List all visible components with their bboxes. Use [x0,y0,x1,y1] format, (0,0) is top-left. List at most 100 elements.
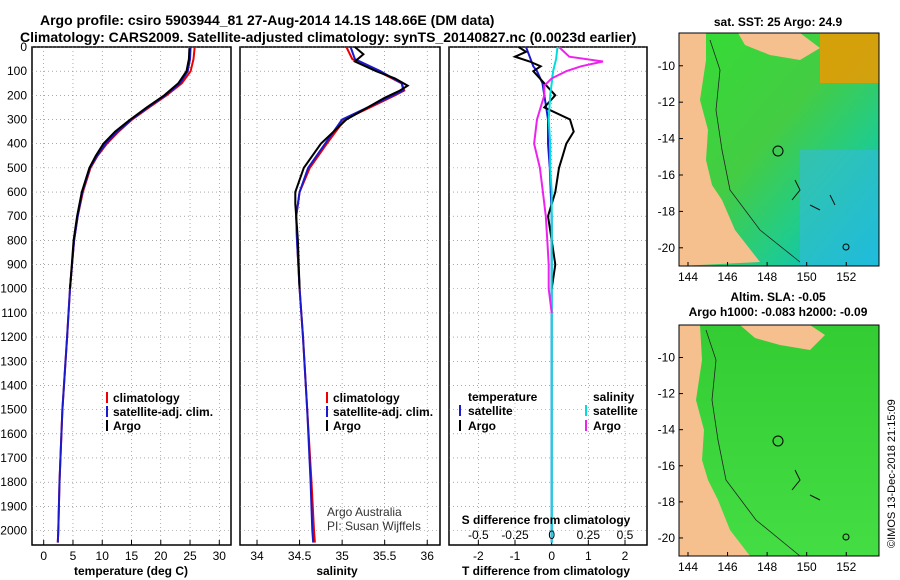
top-tick-label: -0.25 [501,528,529,542]
sst-map-title: sat. SST: 25 Argo: 24.9 [714,15,843,29]
depth-tick-label: 700 [7,209,27,223]
top-tick-label: -0.5 [468,528,489,542]
depth-tick-label: 1300 [0,354,27,368]
difference-legend: temperature satellite Argo salinity sate… [459,390,638,433]
map-y-tick-label: -10 [658,59,676,73]
depth-tick-label: 1400 [0,378,27,392]
x-tick-label: 34 [250,549,264,563]
salinity-panel: 34 34.5 35 35.5 36 salinity climatology sate… [239,46,441,578]
series-line-argo_salinity [533,46,604,314]
sst-argo-position [772,145,784,157]
map-x-tick-label: 150 [797,270,817,284]
series-line-argo [294,46,410,289]
sst-map-ticks: -10 -12 -14 -16 -18 -20 144 146 148 150 152 [658,59,857,284]
x-tick-label: 10 [96,549,110,563]
x-tick-label: 30 [213,549,227,563]
series-line-argo [69,48,191,289]
salinity-grid [240,46,440,545]
sla-land-north [740,325,825,350]
legend-header-salinity: salinity [593,390,635,404]
depth-tick-label: 1500 [0,403,27,417]
top-tick-label: 0.25 [577,528,601,542]
legend-label-satellite: satellite-adj. clim. [113,405,213,419]
sla-map-title-2: Argo h1000: -0.083 h2000: -0.09 [689,305,868,319]
salinity-difference-tick-labels: -0.5 -0.25 0 0.25 0.5 [468,528,634,542]
map-y-tick-label: -14 [658,132,676,146]
depth-tick-label: 900 [7,258,27,272]
legend-label-satellite: satellite-adj. clim. [333,405,433,419]
x-tick-label: 5 [70,549,77,563]
x-tick-label: 0 [548,549,555,563]
x-tick-label: 15 [125,549,139,563]
map-y-tick-label: -18 [658,204,676,218]
depth-tick-label: 800 [7,233,27,247]
sla-map: Altim. SLA: -0.05 Argo h1000: -0.083 h20… [658,290,880,574]
sst-land-west [679,33,760,266]
depth-tick-label: 1100 [1,306,27,320]
sst-map: sat. SST: 25 Argo: 24.9 -10-12-14-16-18-… [658,15,880,284]
sla-small-marker [842,533,850,541]
depth-tick-label: 1800 [0,475,27,489]
sla-depth-contour [705,329,801,557]
sla-map-title-1: Altim. SLA: -0.05 [730,290,826,304]
depth-tick-label: 0 [20,40,27,54]
difference-xlabel: T difference from climatology [462,564,630,578]
map-y-tick-label: -16 [658,459,676,473]
sla-land-west [679,325,750,556]
legend-label-temp-satellite: satellite [468,404,513,418]
legend-label-climatology: climatology [333,391,400,405]
x-tick-label: 1 [585,549,592,563]
map-y-tick-label: -20 [658,531,676,545]
x-tick-label: 35 [335,549,349,563]
salinity-legend: climatology satellite-adj. clim. Argo [326,391,433,433]
title-line-1: Argo profile: csiro 5903944_81 27-Aug-20… [40,12,495,28]
depth-tick-label: 100 [7,64,27,78]
legend-label-sal-argo: Argo [593,419,621,433]
map-x-tick-label: 152 [836,270,856,284]
temperature-series [56,46,196,543]
x-tick-label: 36 [421,549,435,563]
salinity-xlabel: salinity [316,564,358,578]
legend-label-sal-satellite: satellite [593,404,638,418]
sst-small-marker [842,243,850,251]
difference-panel: -2 -1 0 1 2 T difference from climatology S … [448,46,648,578]
x-tick-label: 20 [154,549,168,563]
series-line-argo [512,46,575,289]
annotation-pi: PI: Susan Wijffels [327,519,421,533]
sla-map-ticks: -10 -12 -14 -16 -18 -20 144 146 148 150 152 [658,350,857,574]
sst-land-north [738,33,820,60]
series-line-climatology [295,46,406,543]
legend-header-temperature: temperature [468,390,538,404]
depth-tick-label: 1000 [0,282,27,296]
map-y-tick-label: -20 [658,241,676,255]
sst-cool-patch [800,150,879,266]
temperature-axis-ticks: 0 5 10 15 20 25 30 [40,540,226,563]
sla-argo-position [772,435,784,447]
difference-series [512,46,604,543]
legend-label-temp-argo: Argo [468,419,496,433]
depth-tick-label: 2000 [0,523,27,537]
series-line-satellite_salinity [547,46,559,543]
map-y-tick-label: -16 [658,168,676,182]
sla-reef-islands [791,469,821,501]
x-tick-label: 34.5 [288,549,312,563]
map-x-tick-label: 152 [836,560,856,574]
x-tick-label: 35.5 [373,549,397,563]
map-x-tick-label: 148 [757,560,777,574]
map-x-tick-label: 146 [718,270,738,284]
annotation-argo-australia: Argo Australia [327,505,402,519]
x-tick-label: 25 [183,549,197,563]
series-line-satellite [56,46,192,543]
legend-label-argo: Argo [113,419,141,433]
depth-tick-label: 300 [7,113,27,127]
x-tick-label: -2 [473,549,484,563]
x-tick-label: -1 [510,549,521,563]
depth-tick-label: 1900 [0,499,27,513]
depth-axis-ticks: 0 100 200 300 400 500 600 700 800 900 1000 1100 1200… [0,40,27,537]
temperature-panel: 0100200300400500600700800900100011001200… [0,40,232,578]
salinity-axis-ticks: 34 34.5 35 35.5 36 [250,540,434,563]
map-x-tick-label: 144 [678,270,698,284]
map-x-tick-label: 146 [718,560,738,574]
series-line-climatology [56,46,196,543]
difference-top-label: S difference from climatology [462,513,631,527]
